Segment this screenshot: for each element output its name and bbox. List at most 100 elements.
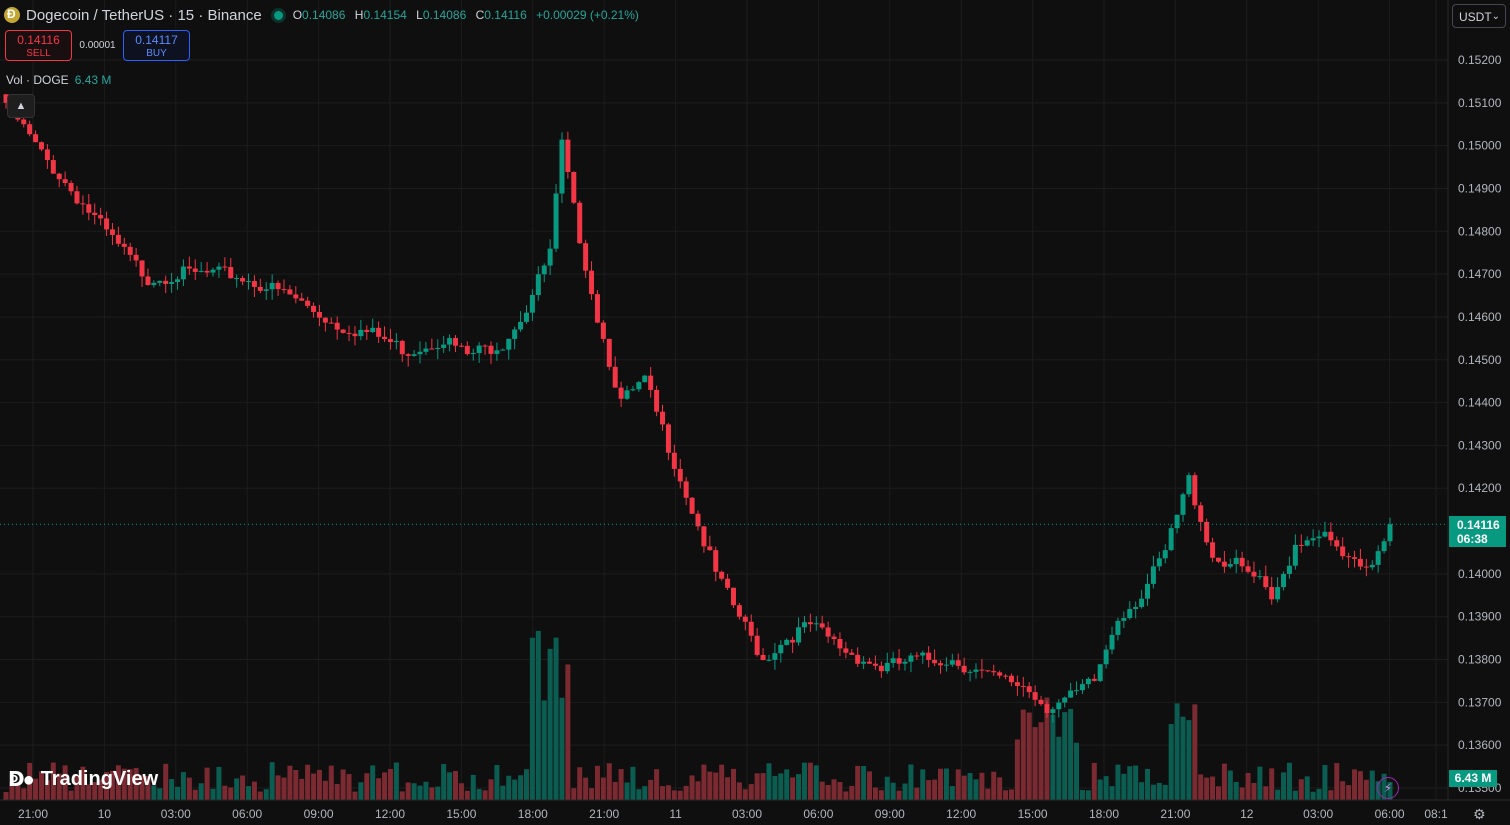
candle-body bbox=[677, 468, 683, 482]
time-tick: 15:00 bbox=[1018, 807, 1048, 821]
candle-body bbox=[453, 338, 459, 346]
volume-bar bbox=[245, 786, 251, 800]
candle-body bbox=[1056, 702, 1062, 710]
lightning-icon[interactable]: ⚡ bbox=[1377, 777, 1399, 799]
candle-body bbox=[1369, 564, 1375, 568]
volume-bar bbox=[1275, 789, 1281, 800]
volume-bar bbox=[926, 780, 932, 800]
trade-panel: 0.14116 SELL 0.00001 0.14117 BUY bbox=[5, 30, 190, 61]
candle-body bbox=[86, 204, 92, 213]
candle-body bbox=[1340, 546, 1346, 557]
time-tick: 21:00 bbox=[589, 807, 619, 821]
candle-body bbox=[642, 375, 648, 383]
volume-bar bbox=[210, 788, 216, 800]
candle-body bbox=[1062, 697, 1068, 703]
volume-bar bbox=[612, 781, 618, 800]
last-price-value: 0.14116 bbox=[1457, 518, 1500, 532]
candle-body bbox=[1162, 550, 1168, 559]
volume-bar bbox=[772, 775, 778, 800]
buy-button[interactable]: 0.14117 BUY bbox=[123, 30, 190, 61]
candle-body bbox=[819, 623, 825, 628]
candle-body bbox=[293, 294, 299, 299]
volume-bar bbox=[671, 790, 677, 800]
sell-button[interactable]: 0.14116 SELL bbox=[5, 30, 72, 61]
candle-body bbox=[80, 203, 86, 205]
volume-bar bbox=[1091, 762, 1097, 800]
market-status-icon[interactable] bbox=[273, 10, 283, 20]
candle-body bbox=[955, 660, 961, 666]
collapse-legend-button[interactable]: ▲ bbox=[7, 94, 35, 118]
volume-bar bbox=[991, 771, 997, 800]
volume-bar bbox=[1310, 791, 1316, 800]
candle-body bbox=[234, 278, 240, 280]
volume-bar bbox=[843, 791, 849, 800]
volume-bar bbox=[1168, 724, 1174, 800]
candle-body bbox=[932, 659, 938, 664]
candle-body bbox=[1221, 561, 1227, 567]
currency-select[interactable]: USDT ⌄ bbox=[1452, 4, 1506, 28]
volume-bar bbox=[1316, 788, 1322, 800]
volume-bar bbox=[955, 769, 961, 800]
volume-bar bbox=[559, 697, 565, 800]
candle-body bbox=[151, 282, 157, 286]
volume-bar bbox=[322, 780, 328, 800]
volume-bar bbox=[867, 771, 873, 800]
candle-body bbox=[127, 246, 133, 255]
volume-bar bbox=[1304, 776, 1310, 800]
candle-body bbox=[334, 322, 340, 330]
volume-bar bbox=[742, 789, 748, 800]
volume-value-label: 6.43 M bbox=[1449, 770, 1497, 787]
candle-body bbox=[961, 665, 967, 673]
symbol-title[interactable]: Dogecoin / TetherUS · 15 · Binance bbox=[26, 6, 262, 24]
candle-body bbox=[157, 280, 163, 283]
volume-bar bbox=[1334, 763, 1340, 800]
volume-bar bbox=[121, 768, 127, 800]
candle-body bbox=[417, 351, 423, 355]
candle-body bbox=[423, 348, 429, 352]
volume-bar bbox=[973, 779, 979, 800]
candle-body bbox=[1038, 699, 1044, 705]
candle-body bbox=[878, 665, 884, 672]
volume-bar bbox=[27, 762, 33, 800]
volume-bar bbox=[979, 772, 985, 800]
candle-body bbox=[967, 671, 973, 673]
volume-bar bbox=[784, 769, 790, 800]
candle-body bbox=[872, 663, 878, 666]
volume-bar bbox=[861, 766, 867, 800]
gear-icon[interactable]: ⚙ bbox=[1473, 806, 1486, 822]
candle-body bbox=[222, 266, 228, 268]
candle-body bbox=[163, 280, 169, 284]
time-tick: 03:00 bbox=[732, 807, 762, 821]
candle-body bbox=[198, 270, 204, 272]
candle-body bbox=[263, 289, 269, 291]
price-tick: 0.15000 bbox=[1458, 139, 1502, 153]
volume-bar bbox=[1156, 782, 1162, 800]
price-tick: 0.14700 bbox=[1458, 267, 1502, 281]
volume-bar bbox=[654, 769, 660, 800]
volume-bar bbox=[642, 786, 648, 800]
candle-body bbox=[1109, 634, 1115, 650]
volume-bar bbox=[884, 776, 890, 800]
candle-body bbox=[612, 366, 618, 388]
time-tick: 12:00 bbox=[375, 807, 405, 821]
change-value: +0.00029 (+0.21%) bbox=[536, 8, 639, 22]
candle-body bbox=[1363, 566, 1369, 568]
candle-body bbox=[843, 648, 849, 653]
close-label: C bbox=[475, 8, 485, 22]
candle-body bbox=[559, 139, 565, 194]
volume-bar bbox=[707, 771, 713, 800]
candle-body bbox=[240, 278, 246, 282]
candle-body bbox=[1145, 583, 1151, 599]
candle-body bbox=[801, 622, 807, 628]
volume-bar bbox=[624, 782, 630, 800]
volume-bar bbox=[1221, 763, 1227, 800]
volume-bar bbox=[364, 773, 370, 800]
candle-body bbox=[382, 336, 388, 340]
tradingview-logo[interactable]: ↁ● TradingView bbox=[8, 767, 158, 792]
volume-legend[interactable]: Vol · DOGE 6.43 M bbox=[6, 73, 111, 87]
candle-body bbox=[600, 322, 606, 339]
volume-bar bbox=[571, 788, 577, 800]
candle-body bbox=[778, 644, 784, 654]
time-tick: 03:00 bbox=[1303, 807, 1333, 821]
